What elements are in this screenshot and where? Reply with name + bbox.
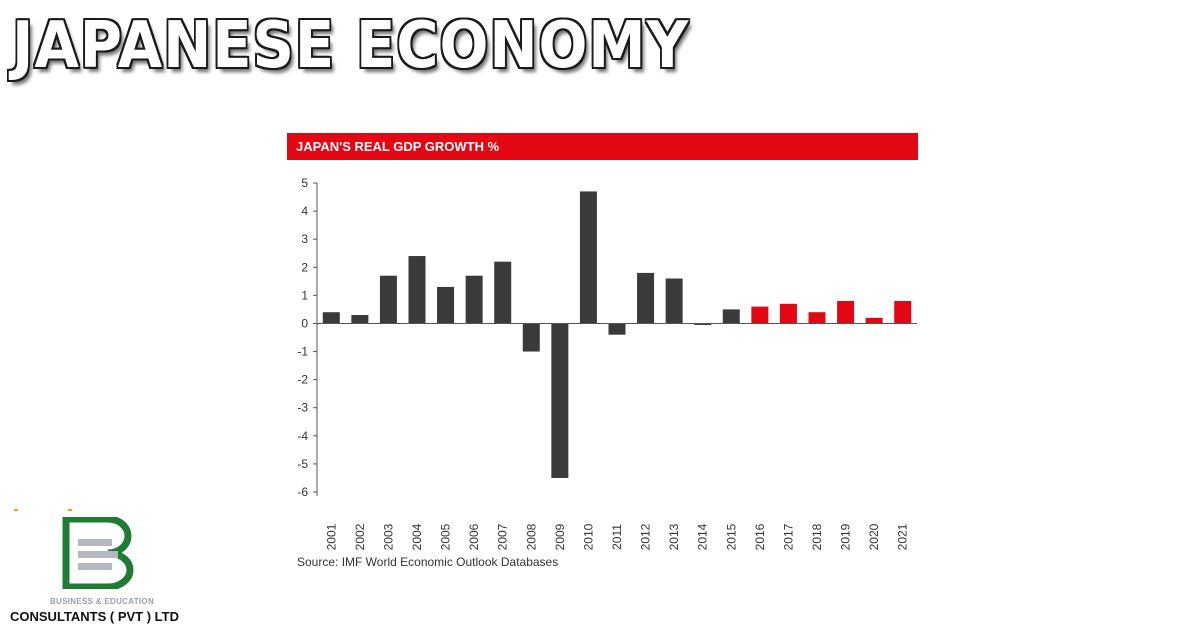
bar-2010 xyxy=(579,191,597,324)
bar-series xyxy=(322,191,912,478)
logo-accent-dot xyxy=(14,509,18,511)
y-tick-label: 2 xyxy=(301,260,308,274)
y-tick-label: 4 xyxy=(301,204,308,218)
x-tick-label: 2020 xyxy=(867,523,881,550)
x-tick-label: 2005 xyxy=(439,523,453,550)
x-tick-label: 2016 xyxy=(753,523,767,550)
x-tick-label: 2011 xyxy=(610,524,624,550)
bar-2007 xyxy=(494,261,512,324)
x-tick-label: 2012 xyxy=(639,523,653,550)
y-tick-label: 0 xyxy=(301,316,308,330)
bar-2011 xyxy=(608,323,626,335)
bar-2015 xyxy=(722,309,740,324)
x-axis: 2001 2002 2003 2004 2005 2006 2007 2008 2009 2010… xyxy=(317,322,917,550)
bar-2008 xyxy=(522,323,540,352)
y-tick-label: 5 xyxy=(301,176,308,190)
x-tick-label: 2008 xyxy=(524,523,538,550)
bar-2013 xyxy=(665,278,683,324)
y-tick-label: -1 xyxy=(297,345,308,359)
x-tick-label: 2002 xyxy=(353,523,367,550)
y-tick-label: -2 xyxy=(297,373,308,387)
bar-2017 xyxy=(779,303,797,324)
x-tick-label: 2021 xyxy=(896,523,910,550)
y-axis: 5 4 3 2 1 0 -1 -2 -3 -4 -5 -6 xyxy=(297,176,318,499)
x-tick-label: 2004 xyxy=(410,523,424,550)
bar-2005 xyxy=(437,286,455,324)
bar-2002 xyxy=(351,315,369,324)
x-tick-label: 2013 xyxy=(667,523,681,550)
bar-2006 xyxy=(465,275,483,324)
company-logo-icon xyxy=(62,517,134,589)
bar-2012 xyxy=(637,272,655,324)
bar-2001 xyxy=(322,312,340,324)
bar-2003 xyxy=(379,275,397,324)
y-tick-label: 1 xyxy=(301,288,308,302)
bar-2021 xyxy=(894,300,912,324)
x-tick-label: 2018 xyxy=(810,523,824,550)
x-tick-label: 2009 xyxy=(553,523,567,550)
brand-name: CONSULTANTS ( PVT ) LTD xyxy=(10,609,179,624)
x-tick-label: 2001 xyxy=(324,523,338,550)
bar-2004 xyxy=(408,256,426,324)
page-headline: JAPANESE ECONOMY xyxy=(12,9,690,83)
y-tick-label: -3 xyxy=(297,401,308,415)
brand-tagline: BUSINESS & EDUCATION xyxy=(49,597,155,606)
bar-2020 xyxy=(865,317,883,324)
bar-2014 xyxy=(694,323,712,325)
bar-2019 xyxy=(837,300,855,324)
logo-accent-dot xyxy=(68,509,72,511)
x-tick-label: 2010 xyxy=(581,523,595,550)
x-tick-label: 2003 xyxy=(381,523,395,550)
y-tick-label: -5 xyxy=(297,457,308,471)
bar-2018 xyxy=(808,312,826,324)
chart-source: Source: IMF World Economic Outlook Datab… xyxy=(297,555,559,569)
y-tick-label: -6 xyxy=(297,485,308,499)
x-tick-label: 2017 xyxy=(781,523,795,550)
chart-title: JAPAN'S REAL GDP GROWTH % xyxy=(287,133,918,160)
x-tick-label: 2007 xyxy=(496,523,510,550)
bar-2016 xyxy=(751,306,769,324)
x-tick-label: 2015 xyxy=(724,523,738,550)
x-tick-label: 2019 xyxy=(839,523,853,550)
x-tick-label: 2014 xyxy=(696,523,710,550)
y-tick-label: -4 xyxy=(297,429,308,443)
y-tick-label: 3 xyxy=(301,232,308,246)
x-tick-label: 2006 xyxy=(467,523,481,550)
bar-2009 xyxy=(551,323,569,478)
